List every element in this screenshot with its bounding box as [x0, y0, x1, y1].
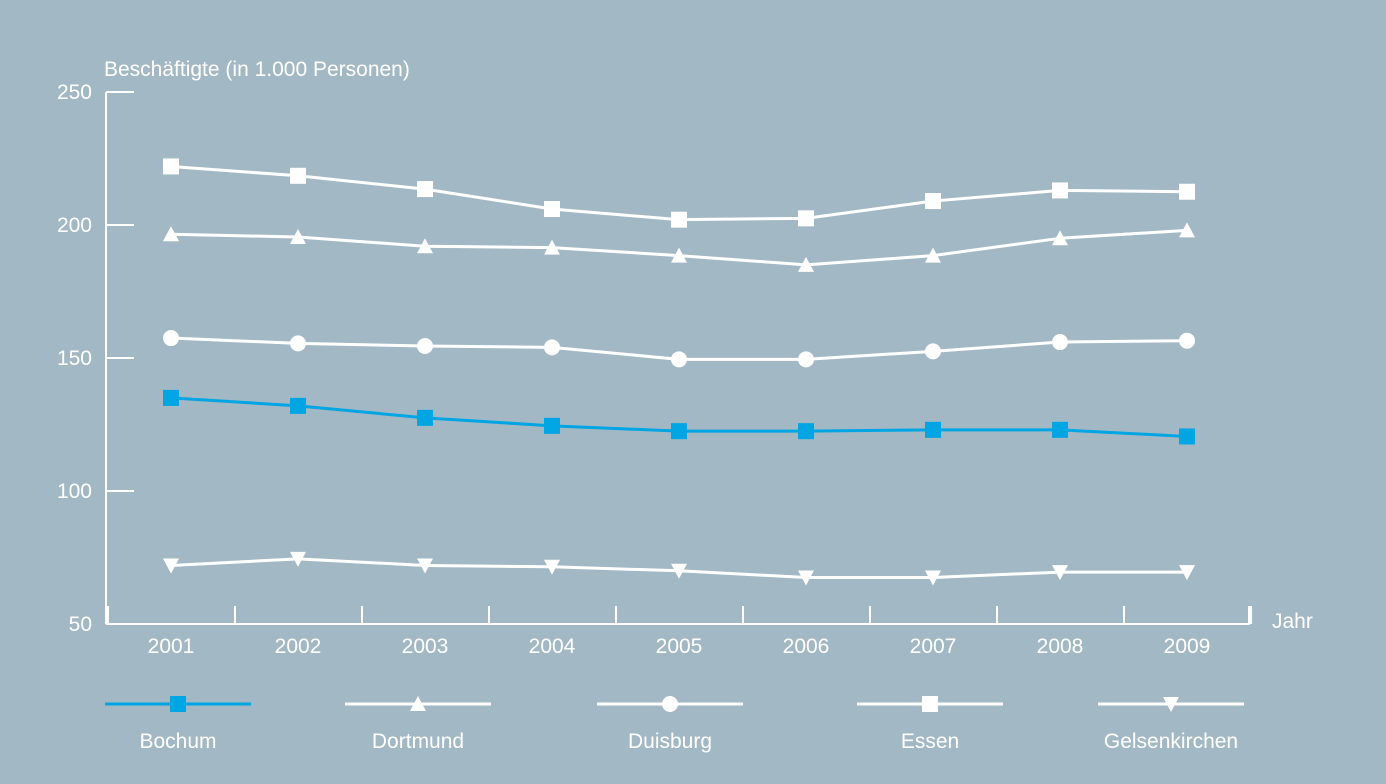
data-point-duisburg [163, 330, 179, 347]
series-dortmund [163, 222, 1195, 272]
data-point-duisburg [290, 335, 306, 352]
legend-label: Duisburg [628, 730, 712, 753]
axes: Beschäftigte (in 1.000 Personen) Jahr [104, 58, 1313, 633]
data-point-gelsenkirchen [1179, 565, 1195, 581]
y-tick-label: 100 [57, 480, 92, 503]
data-point-bochum [671, 423, 687, 440]
data-point-gelsenkirchen [798, 570, 814, 586]
data-point-bochum [290, 397, 306, 414]
data-point-duisburg [417, 338, 433, 355]
y-tick-label: 50 [69, 613, 92, 636]
legend: Bochum Dortmund Duisburg Essen Gelsenkirchen [105, 696, 1244, 753]
data-point-duisburg [798, 351, 814, 368]
data-point-bochum [1052, 421, 1068, 438]
legend-item-duisburg: Duisburg [597, 696, 743, 753]
x-tick-label: 2009 [1164, 635, 1211, 658]
series-duisburg [163, 330, 1195, 368]
data-point-bochum [417, 409, 433, 426]
data-point-essen [798, 210, 814, 227]
data-point-duisburg [1052, 334, 1068, 351]
data-point-essen [925, 193, 941, 210]
data-point-bochum [163, 389, 179, 406]
series-gelsenkirchen [163, 551, 1195, 586]
data-point-dortmund [163, 226, 179, 242]
data-point-duisburg [1179, 332, 1195, 349]
x-axis-label: Jahr [1272, 610, 1313, 633]
data-point-dortmund [925, 247, 941, 263]
data-point-essen [544, 201, 560, 218]
data-point-gelsenkirchen [1052, 565, 1068, 581]
legend-item-essen: Essen [857, 696, 1003, 753]
x-tick-label: 2005 [656, 635, 703, 658]
y-ticks: 50 100 150 200 250 [57, 81, 134, 636]
data-point-dortmund [1179, 222, 1195, 238]
legend-label: Essen [901, 730, 959, 753]
data-point-bochum [1179, 428, 1195, 445]
x-tick-label: 2001 [148, 635, 195, 658]
legend-marker-dortmund [410, 696, 426, 711]
series-bochum [163, 389, 1195, 445]
legend-marker-gelsenkirchen [1163, 697, 1179, 712]
y-tick-label: 250 [57, 81, 92, 104]
x-tick-label: 2008 [1037, 635, 1084, 658]
legend-label: Bochum [139, 730, 216, 753]
data-point-gelsenkirchen [671, 563, 687, 579]
x-tick-label: 2003 [402, 635, 449, 658]
legend-item-bochum: Bochum [105, 696, 251, 753]
data-point-essen [290, 167, 306, 184]
data-point-dortmund [798, 256, 814, 272]
y-tick-label: 200 [57, 214, 92, 237]
data-point-gelsenkirchen [925, 570, 941, 586]
data-point-duisburg [925, 343, 941, 360]
data-point-dortmund [1052, 230, 1068, 246]
series-essen [163, 158, 1195, 228]
data-point-gelsenkirchen [290, 551, 306, 567]
y-axis-label: Beschäftigte (in 1.000 Personen) [104, 58, 410, 81]
data-point-dortmund [290, 228, 306, 244]
data-point-bochum [798, 423, 814, 440]
x-ticks: 2001 2002 2003 2004 2005 2006 2007 2008 2009 [107, 606, 1252, 658]
y-tick-label: 150 [57, 347, 92, 370]
data-point-essen [417, 181, 433, 198]
data-point-gelsenkirchen [417, 558, 433, 574]
legend-label: Gelsenkirchen [1104, 730, 1238, 753]
data-point-essen [1179, 183, 1195, 200]
data-point-dortmund [671, 247, 687, 263]
legend-label: Dortmund [372, 730, 464, 753]
data-point-duisburg [671, 351, 687, 368]
data-point-dortmund [544, 239, 560, 255]
data-point-dortmund [417, 238, 433, 254]
data-point-essen [163, 158, 179, 175]
data-point-bochum [544, 417, 560, 434]
data-point-duisburg [544, 339, 560, 356]
data-point-essen [1052, 182, 1068, 199]
legend-item-gelsenkirchen: Gelsenkirchen [1098, 697, 1244, 753]
x-tick-label: 2006 [783, 635, 830, 658]
legend-marker-duisburg [662, 696, 678, 712]
data-point-gelsenkirchen [163, 558, 179, 574]
x-tick-label: 2004 [529, 635, 576, 658]
series-layer [163, 158, 1195, 586]
legend-marker-essen [922, 696, 938, 712]
data-point-essen [671, 211, 687, 228]
legend-item-dortmund: Dortmund [345, 696, 491, 753]
x-tick-label: 2002 [275, 635, 322, 658]
legend-marker-bochum [170, 696, 186, 712]
x-tick-label: 2007 [910, 635, 957, 658]
data-point-gelsenkirchen [544, 559, 560, 575]
data-point-bochum [925, 421, 941, 438]
